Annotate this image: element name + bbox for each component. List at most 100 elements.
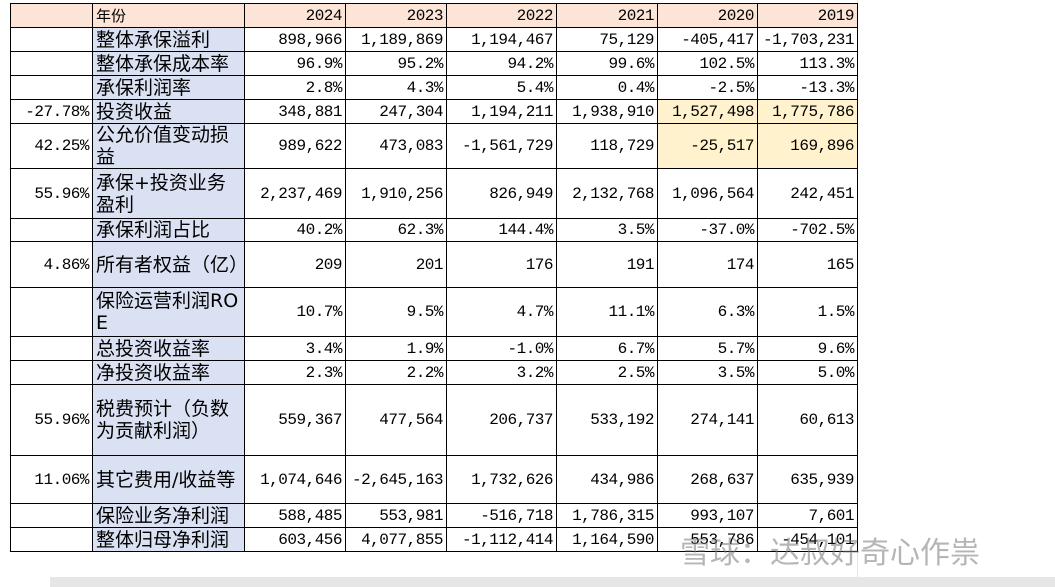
value-cell: -1,112,414 <box>446 527 557 552</box>
row-label: 整体承保成本率 <box>92 51 245 76</box>
value-cell: 5.7% <box>657 336 758 361</box>
note-cell: -27.78% <box>10 99 93 124</box>
value-cell: 3.5% <box>657 360 758 385</box>
data-table: 年份 2024 2023 2022 2021 2020 2019 整体承保溢利 898,966 1… <box>10 3 858 552</box>
value-cell: 1,775,786 <box>757 99 858 124</box>
row-label: 整体归母净利润 <box>92 527 245 552</box>
value-cell: -516,718 <box>446 503 557 528</box>
note-cell <box>10 218 93 242</box>
row-label: 税费预计（负数为贡献利润） <box>92 384 245 456</box>
value-cell: 191 <box>556 241 658 288</box>
value-cell: 113.3% <box>757 51 858 76</box>
value-cell: 206,737 <box>446 384 557 456</box>
value-cell: 62.3% <box>345 218 447 242</box>
row-label: 投资收益 <box>92 99 245 124</box>
header-cell: 2022 <box>446 3 557 28</box>
value-cell: 94.2% <box>446 51 557 76</box>
value-cell: 6.3% <box>657 287 758 337</box>
value-cell: 95.2% <box>345 51 447 76</box>
value-cell: 993,107 <box>657 503 758 528</box>
table-row: 42.25% 公允价值变动损益 989,622 473,083 -1,561,729 11… <box>10 123 858 169</box>
value-cell: 477,564 <box>345 384 447 456</box>
value-cell: 559,367 <box>244 384 346 456</box>
value-cell: 102.5% <box>657 51 758 76</box>
value-cell: -13.3% <box>757 75 858 100</box>
value-cell: 1,527,498 <box>657 99 758 124</box>
value-cell: 434,986 <box>556 455 658 504</box>
row-label: 保险运营利润ROE <box>92 287 245 337</box>
table-row: 承保利润占比 40.2% 62.3% 144.4% 3.5% -37.0% -702.5% <box>10 218 858 242</box>
row-label: 整体承保溢利 <box>92 27 245 52</box>
row-label: 其它费用/收益等 <box>92 455 245 504</box>
value-cell: 40.2% <box>244 218 346 242</box>
value-cell: 169,896 <box>757 123 858 169</box>
value-cell: 268,637 <box>657 455 758 504</box>
value-cell: 1.5% <box>757 287 858 337</box>
value-cell: -405,417 <box>657 27 758 52</box>
value-cell: 473,083 <box>345 123 447 169</box>
table-row: 整体归母净利润 603,456 4,077,855 -1,112,414 1,164,5… <box>10 527 858 552</box>
value-cell: 533,192 <box>556 384 658 456</box>
value-cell: 247,304 <box>345 99 447 124</box>
value-cell: 4.3% <box>345 75 447 100</box>
value-cell: 9.5% <box>345 287 447 337</box>
value-cell: 176 <box>446 241 557 288</box>
table-row: 保险业务净利润 588,485 553,981 -516,718 1,786,315 99… <box>10 503 858 528</box>
value-cell: 1,164,590 <box>556 527 658 552</box>
row-label: 承保+投资业务盈利 <box>92 168 245 219</box>
value-cell: 11.1% <box>556 287 658 337</box>
table-row: 保险运营利润ROE 10.7% 9.5% 4.7% 11.1% 6.3% 1.5% <box>10 287 858 337</box>
row-label: 保险业务净利润 <box>92 503 245 528</box>
value-cell: 898,966 <box>244 27 346 52</box>
value-cell: -2.5% <box>657 75 758 100</box>
value-cell: 60,613 <box>757 384 858 456</box>
value-cell: 201 <box>345 241 447 288</box>
value-cell: 2,132,768 <box>556 168 658 219</box>
value-cell: 2,237,469 <box>244 168 346 219</box>
value-cell: 7,601 <box>757 503 858 528</box>
value-cell: 5.4% <box>446 75 557 100</box>
header-cell: 2024 <box>244 3 346 28</box>
table-row: 整体承保溢利 898,966 1,189,869 1,194,467 75,129 -40… <box>10 27 858 52</box>
header-cell: 2023 <box>345 3 447 28</box>
value-cell: 5.0% <box>757 360 858 385</box>
value-cell: 96.9% <box>244 51 346 76</box>
value-cell: 1.9% <box>345 336 447 361</box>
note-cell <box>10 336 93 361</box>
value-cell: 826,949 <box>446 168 557 219</box>
value-cell: -37.0% <box>657 218 758 242</box>
scrollbar[interactable] <box>50 577 1055 587</box>
value-cell: 174 <box>657 241 758 288</box>
value-cell: 1,189,869 <box>345 27 447 52</box>
value-cell: 1,074,646 <box>244 455 346 504</box>
note-cell <box>10 287 93 337</box>
corner-cell <box>10 3 93 28</box>
note-cell: 4.86% <box>10 241 93 288</box>
table-row: 总投资收益率 3.4% 1.9% -1.0% 6.7% 5.7% 9.6% <box>10 336 858 361</box>
note-cell: 55.96% <box>10 384 93 456</box>
table-row: -27.78% 投资收益 348,881 247,304 1,194,211 1,938,… <box>10 99 858 124</box>
note-cell: 55.96% <box>10 168 93 219</box>
note-cell <box>10 527 93 552</box>
value-cell: 75,129 <box>556 27 658 52</box>
value-cell: 3.4% <box>244 336 346 361</box>
value-cell: 3.2% <box>446 360 557 385</box>
value-cell: -1,561,729 <box>446 123 557 169</box>
value-cell: 348,881 <box>244 99 346 124</box>
row-label: 净投资收益率 <box>92 360 245 385</box>
watermark: 雪球：达叔好奇心作祟 <box>680 536 980 571</box>
value-cell: 4,077,855 <box>345 527 447 552</box>
value-cell: -2,645,163 <box>345 455 447 504</box>
note-cell: 11.06% <box>10 455 93 504</box>
value-cell: -1.0% <box>446 336 557 361</box>
value-cell: 10.7% <box>244 287 346 337</box>
value-cell: 3.5% <box>556 218 658 242</box>
value-cell: 0.4% <box>556 75 658 100</box>
value-cell: 553,786 <box>657 527 758 552</box>
row-label: 公允价值变动损益 <box>92 123 245 169</box>
value-cell: 2.5% <box>556 360 658 385</box>
note-cell: 42.25% <box>10 123 93 169</box>
note-cell <box>10 360 93 385</box>
value-cell: -1,703,231 <box>757 27 858 52</box>
value-cell: 1,096,564 <box>657 168 758 219</box>
